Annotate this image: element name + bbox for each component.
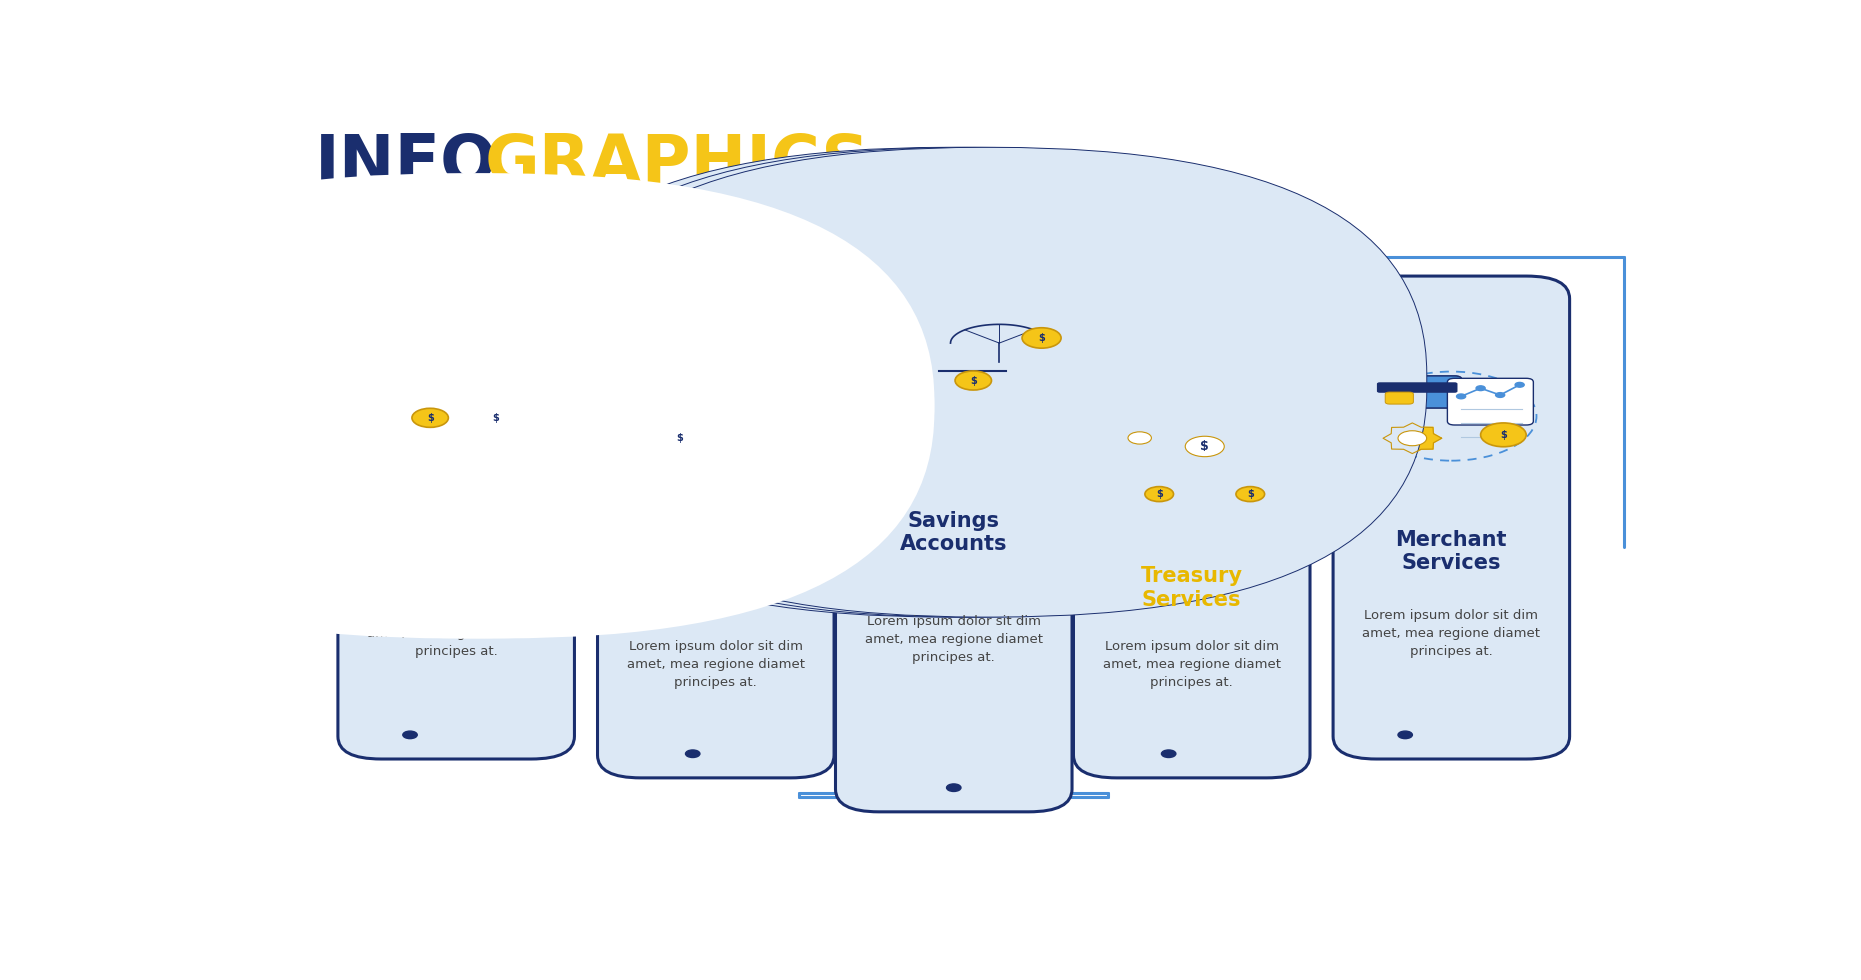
Circle shape [502,415,529,428]
Circle shape [402,731,417,739]
Text: GRAPHICS: GRAPHICS [486,131,871,197]
FancyBboxPatch shape [514,147,1390,617]
Circle shape [649,458,672,469]
Circle shape [1128,432,1152,444]
Text: $: $ [426,413,434,422]
FancyBboxPatch shape [58,181,934,638]
FancyBboxPatch shape [934,368,1012,396]
Text: $: $ [1038,333,1044,343]
Polygon shape [1163,424,1247,468]
Polygon shape [664,459,730,492]
Text: Treasury
Services: Treasury Services [1141,566,1243,610]
Text: $: $ [677,433,683,443]
FancyBboxPatch shape [19,173,895,631]
FancyBboxPatch shape [1210,481,1290,507]
Text: INFO: INFO [315,131,497,197]
FancyBboxPatch shape [1373,376,1461,408]
Text: %: % [471,398,482,409]
FancyBboxPatch shape [713,469,776,496]
Circle shape [1457,394,1466,399]
FancyBboxPatch shape [1448,378,1533,425]
Circle shape [947,784,960,792]
FancyBboxPatch shape [549,147,1427,617]
FancyBboxPatch shape [441,385,512,396]
Text: $: $ [1247,489,1254,499]
Text: $: $ [1500,430,1507,440]
FancyBboxPatch shape [1074,332,1310,778]
FancyBboxPatch shape [439,385,512,418]
FancyBboxPatch shape [1332,276,1569,759]
Circle shape [1398,431,1427,446]
Circle shape [1398,731,1412,739]
Text: Lorem ipsum dolor sit dim
amet, mea regione diamet
principes at.: Lorem ipsum dolor sit dim amet, mea regi… [627,640,804,689]
FancyBboxPatch shape [1117,481,1202,507]
FancyBboxPatch shape [597,332,834,778]
FancyBboxPatch shape [389,415,482,436]
Polygon shape [951,324,1048,343]
Text: Checking
Accounts: Checking Accounts [663,566,770,610]
FancyBboxPatch shape [58,173,934,631]
Text: $: $ [970,375,977,385]
Circle shape [1515,382,1524,387]
Circle shape [955,371,992,390]
Circle shape [685,750,700,758]
Text: Lorem ipsum dolor sit dim
amet, mea regione diamet
principes at.: Lorem ipsum dolor sit dim amet, mea regi… [1104,640,1280,689]
Circle shape [411,409,449,427]
Wedge shape [439,428,486,451]
Text: $: $ [1156,489,1163,499]
FancyBboxPatch shape [385,411,478,432]
Polygon shape [1383,423,1442,454]
Text: Lorem ipsum dolor sit dim
amet, mea regione diamet
principes at.: Lorem ipsum dolor sit dim amet, mea regi… [865,615,1042,664]
Wedge shape [454,440,486,452]
Text: $–: $– [890,341,901,352]
FancyBboxPatch shape [491,419,538,442]
FancyBboxPatch shape [836,178,1072,811]
Circle shape [679,466,713,484]
FancyBboxPatch shape [19,181,895,638]
Text: Lorem ipsum dolor sit dim
amet, mea regione diamet
principes at.: Lorem ipsum dolor sit dim amet, mea regi… [367,610,545,659]
Text: Lorem ipsum dolor sit dim
amet, mea regione diamet
principes at.: Lorem ipsum dolor sit dim amet, mea regi… [1362,610,1541,659]
Circle shape [659,427,702,449]
Circle shape [1476,386,1485,391]
FancyBboxPatch shape [37,181,916,638]
Circle shape [705,422,778,460]
FancyBboxPatch shape [315,216,538,227]
FancyBboxPatch shape [380,407,473,428]
Text: Merchant
Services: Merchant Services [1396,529,1507,573]
Text: $: $ [491,413,499,422]
Polygon shape [1115,425,1165,451]
FancyBboxPatch shape [1385,392,1412,404]
Circle shape [1185,436,1225,457]
FancyBboxPatch shape [1377,382,1457,393]
FancyBboxPatch shape [864,335,940,385]
Circle shape [1496,393,1506,398]
FancyBboxPatch shape [1373,376,1461,408]
FancyBboxPatch shape [37,173,916,631]
FancyBboxPatch shape [339,276,575,759]
Circle shape [1481,423,1526,447]
Circle shape [1161,750,1176,758]
FancyBboxPatch shape [532,147,1409,617]
Text: $: $ [741,475,750,489]
Text: Savings
Accounts: Savings Accounts [901,511,1007,554]
Circle shape [1022,327,1061,348]
Text: $: $ [1200,440,1210,453]
Text: 👌: 👌 [668,463,674,471]
Circle shape [1236,487,1265,502]
Text: Business
Loans: Business Loans [404,529,508,573]
Circle shape [1145,487,1174,502]
